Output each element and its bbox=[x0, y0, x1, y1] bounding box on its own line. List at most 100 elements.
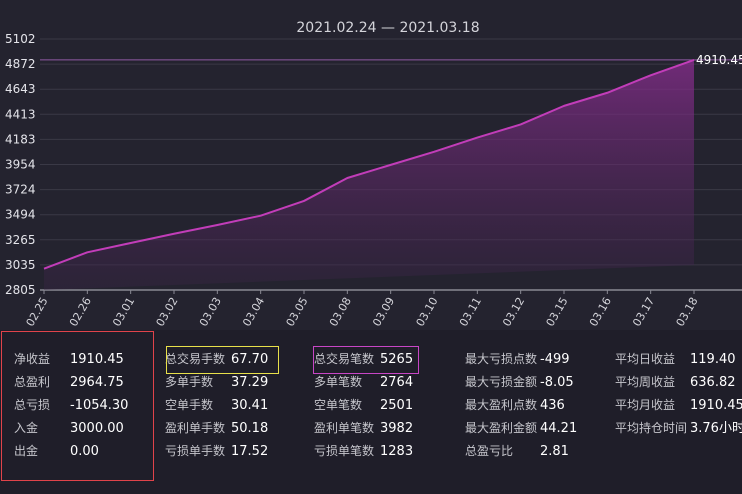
stat-row: 出金 0.00 bbox=[14, 440, 154, 463]
x-axis: 02.25 02.26 03.01 03.02 03.03 03.04 03.05 03.08… bbox=[24, 290, 701, 329]
stat-value: 3000.00 bbox=[70, 421, 124, 436]
stat-label: 盈利单手数 bbox=[165, 421, 226, 435]
stat-row: 多单笔数 2764 bbox=[314, 371, 454, 394]
stat-value: -1054.30 bbox=[70, 398, 129, 413]
stat-label: 亏损单笔数 bbox=[314, 444, 375, 458]
stat-label: 空单笔数 bbox=[314, 398, 363, 412]
stat-row: 亏损单手数 17.52 bbox=[165, 440, 305, 463]
stat-row: 平均月收益 1910.45 bbox=[615, 394, 742, 417]
stat-value: 3.76小时 bbox=[690, 421, 742, 436]
stat-row: 入金 3000.00 bbox=[14, 417, 154, 440]
y-tick-label: 4413 bbox=[5, 107, 36, 121]
stat-value: 3982 bbox=[380, 421, 414, 436]
stat-row: 空单手数 30.41 bbox=[165, 394, 305, 417]
x-tick-label: 03.12 bbox=[500, 295, 527, 329]
stat-label: 平均日收益 bbox=[615, 352, 676, 366]
stat-value: -8.05 bbox=[540, 375, 574, 390]
stat-label: 最大亏损点数 bbox=[465, 352, 538, 366]
x-tick-label: 02.26 bbox=[67, 295, 94, 329]
stat-row: 亏损单笔数 1283 bbox=[314, 440, 454, 463]
stat-row: 平均日收益 119.40 bbox=[615, 348, 742, 371]
stat-row: 总盈亏比 2.81 bbox=[465, 440, 605, 463]
x-tick-label: 03.05 bbox=[284, 295, 311, 329]
stat-value: 436 bbox=[540, 398, 565, 413]
stat-value: 2964.75 bbox=[70, 375, 124, 390]
equity-chart: 2021.02.24 — 2021.03.18 5102 4872 4643 4413… bbox=[5, 20, 742, 329]
stat-label: 亏损单手数 bbox=[165, 444, 226, 458]
stat-row: 最大盈利点数 436 bbox=[465, 394, 605, 417]
stat-row: 多单手数 37.29 bbox=[165, 371, 305, 394]
y-tick-label: 3035 bbox=[5, 258, 36, 272]
stat-label: 多单笔数 bbox=[314, 375, 363, 389]
stat-label: 最大盈利金额 bbox=[465, 421, 538, 435]
x-tick-label: 03.18 bbox=[674, 295, 701, 329]
x-tick-label: 03.10 bbox=[414, 295, 441, 329]
x-tick-label: 02.25 bbox=[24, 295, 51, 329]
stat-value: 2.81 bbox=[540, 444, 569, 459]
stat-row: 盈利单笔数 3982 bbox=[314, 417, 454, 440]
stat-value: 37.29 bbox=[231, 375, 269, 390]
stat-label: 入金 bbox=[14, 421, 39, 435]
stat-label: 总盈亏比 bbox=[465, 444, 514, 458]
statistics-panel: 净收益 1910.45 总盈利 2964.75 总亏损 -1054.30 入金 3000.00… bbox=[0, 330, 742, 494]
stat-row: 净收益 1910.45 bbox=[14, 348, 154, 371]
x-tick-label: 03.02 bbox=[154, 295, 181, 329]
stat-value: 1283 bbox=[380, 444, 414, 459]
x-tick-label: 03.08 bbox=[327, 295, 354, 329]
stat-row: 总交易笔数 5265 bbox=[314, 348, 454, 371]
x-tick-label: 03.17 bbox=[630, 295, 657, 329]
stat-row: 最大亏损点数 -499 bbox=[465, 348, 605, 371]
x-tick-label: 03.16 bbox=[587, 295, 614, 329]
y-tick-label: 4643 bbox=[5, 82, 36, 96]
stat-value: 67.70 bbox=[231, 352, 269, 367]
y-tick-label: 3954 bbox=[5, 158, 36, 172]
x-tick-label: 03.09 bbox=[370, 295, 397, 329]
stat-row: 最大盈利金额 44.21 bbox=[465, 417, 605, 440]
x-tick-label: 03.15 bbox=[544, 295, 571, 329]
stats-column-trades: 总交易笔数 5265 多单笔数 2764 空单笔数 2501 盈利单笔数 3982 亏损单笔数 1… bbox=[314, 348, 454, 463]
stat-label: 平均持仓时间 bbox=[615, 421, 688, 435]
stat-row: 总盈利 2964.75 bbox=[14, 371, 154, 394]
stat-row: 总亏损 -1054.30 bbox=[14, 394, 154, 417]
stat-value: 1910.45 bbox=[690, 398, 742, 413]
y-tick-label: 3724 bbox=[5, 183, 36, 197]
stat-label: 平均月收益 bbox=[615, 398, 676, 412]
end-value-label: 4910.45 bbox=[696, 53, 742, 67]
stat-label: 最大盈利点数 bbox=[465, 398, 538, 412]
stat-row: 空单笔数 2501 bbox=[314, 394, 454, 417]
stats-column-lots: 总交易手数 67.70 多单手数 37.29 空单手数 30.41 盈利单手数 50.18 亏损… bbox=[165, 348, 305, 463]
stat-value: -499 bbox=[540, 352, 570, 367]
stat-label: 空单手数 bbox=[165, 398, 214, 412]
stats-column-extremes: 最大亏损点数 -499 最大亏损金额 -8.05 最大盈利点数 436 最大盈利金额 44.2… bbox=[465, 348, 605, 463]
x-tick-label: 03.03 bbox=[197, 295, 224, 329]
series-line bbox=[43, 58, 695, 270]
stat-label: 最大亏损金额 bbox=[465, 375, 538, 389]
x-tick-label: 03.01 bbox=[110, 295, 137, 329]
y-tick-label: 4183 bbox=[5, 132, 36, 146]
stat-label: 总盈利 bbox=[14, 375, 51, 389]
y-tick-label: 2805 bbox=[5, 283, 36, 297]
chart-title: 2021.02.24 — 2021.03.18 bbox=[296, 20, 479, 36]
stat-label: 总亏损 bbox=[14, 398, 51, 412]
stat-value: 2764 bbox=[380, 375, 414, 390]
stat-row: 总交易手数 67.70 bbox=[165, 348, 305, 371]
stat-value: 30.41 bbox=[231, 398, 269, 413]
stat-value: 5265 bbox=[380, 352, 414, 367]
stat-value: 2501 bbox=[380, 398, 414, 413]
y-axis: 5102 4872 4643 4413 4183 3954 3724 3494 3265 3035… bbox=[5, 32, 36, 297]
stat-label: 总交易笔数 bbox=[314, 352, 375, 366]
stat-row: 最大亏损金额 -8.05 bbox=[465, 371, 605, 394]
x-tick-label: 03.11 bbox=[457, 295, 484, 329]
stat-value: 44.21 bbox=[540, 421, 578, 436]
y-tick-label: 4872 bbox=[5, 57, 36, 71]
y-tick-label: 3265 bbox=[5, 233, 36, 247]
stat-row: 平均周收益 636.82 bbox=[615, 371, 742, 394]
stat-value: 119.40 bbox=[690, 352, 736, 367]
stat-label: 出金 bbox=[14, 444, 39, 458]
stat-row: 平均持仓时间 3.76小时 bbox=[615, 417, 742, 440]
y-tick-label: 5102 bbox=[5, 32, 36, 46]
area-series bbox=[40, 58, 742, 290]
stat-value: 0.00 bbox=[70, 444, 99, 459]
y-tick-label: 3494 bbox=[5, 208, 36, 222]
stat-value: 636.82 bbox=[690, 375, 736, 390]
